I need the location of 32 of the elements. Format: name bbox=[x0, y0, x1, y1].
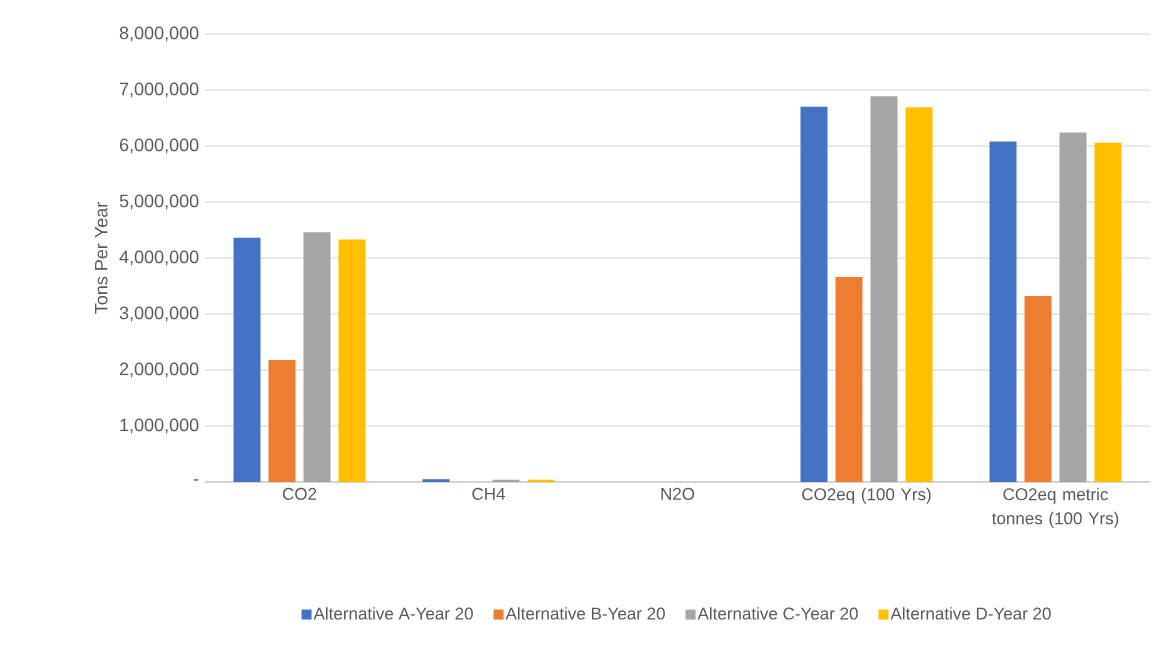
bar bbox=[233, 237, 261, 482]
bar bbox=[1094, 142, 1122, 482]
bar bbox=[870, 96, 898, 482]
y-tick-label: 4,000,000 bbox=[119, 250, 199, 266]
y-tick-label: 5,000,000 bbox=[119, 194, 199, 210]
y-axis-title: Tons Per Year bbox=[94, 202, 108, 314]
x-tick-label: CH4 bbox=[472, 487, 505, 500]
y-tick-label: 2,000,000 bbox=[119, 362, 199, 378]
bar bbox=[303, 232, 331, 482]
bar bbox=[338, 239, 366, 482]
y-tick-label: - bbox=[193, 479, 199, 481]
y-tick-label: 6,000,000 bbox=[119, 138, 199, 154]
bar bbox=[268, 359, 296, 482]
bar bbox=[905, 107, 933, 482]
bar bbox=[989, 141, 1017, 482]
legend-label: Alternative D-Year 20 bbox=[890, 607, 1051, 620]
x-tick-label: CO2eq metric tonnes (100 Yrs) bbox=[991, 487, 1119, 528]
legend-label: Alternative B-Year 20 bbox=[505, 607, 665, 620]
x-tick-label: N2O bbox=[661, 487, 695, 500]
x-tick-label: CO2eq (100 Yrs) bbox=[802, 487, 931, 504]
y-tick-label: 3,000,000 bbox=[119, 306, 199, 322]
bar bbox=[422, 479, 450, 482]
legend-label: Alternative A-Year 20 bbox=[313, 607, 473, 620]
bar bbox=[1059, 132, 1087, 482]
bar bbox=[835, 277, 863, 482]
bar bbox=[800, 106, 828, 482]
bar bbox=[1024, 296, 1052, 482]
y-tick-label: 8,000,000 bbox=[119, 26, 199, 42]
y-tick-label: 7,000,000 bbox=[119, 82, 199, 98]
x-tick-label: CO2 bbox=[282, 487, 317, 500]
legend-label: Alternative C-Year 20 bbox=[697, 607, 858, 620]
y-tick-label: 1,000,000 bbox=[120, 418, 199, 434]
